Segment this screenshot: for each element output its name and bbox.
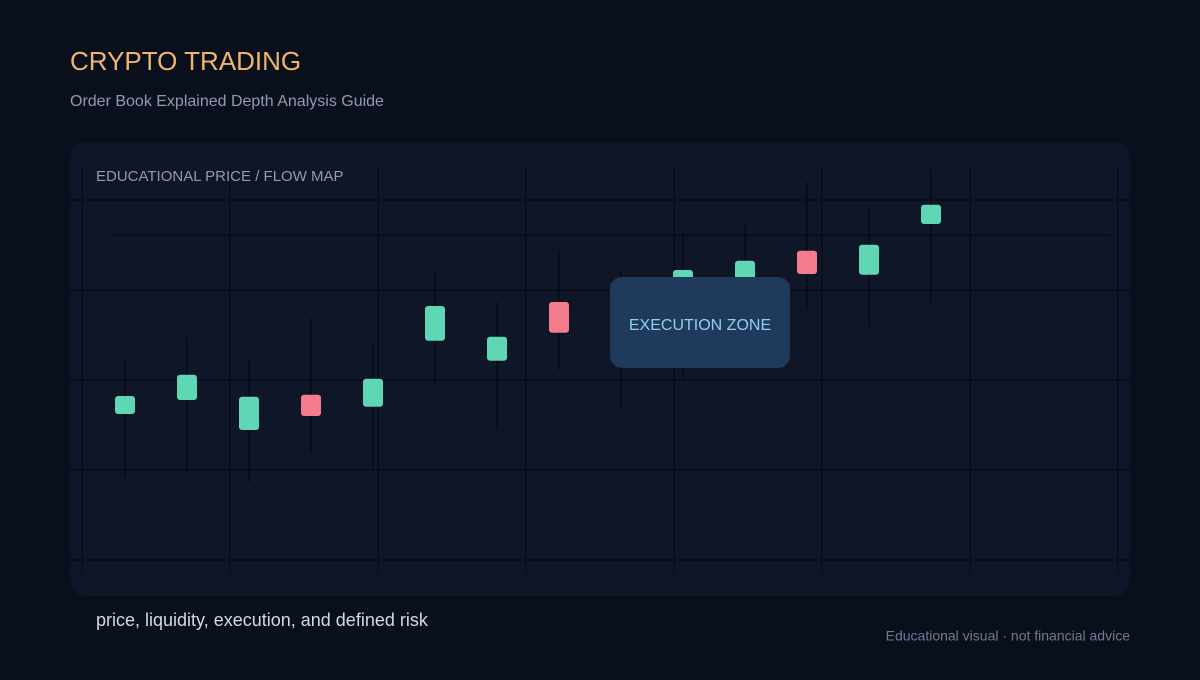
grid [70, 168, 1130, 572]
execution-zone [610, 277, 790, 368]
caption: price, liquidity, execution, and defined… [96, 610, 429, 630]
panel [70, 142, 1130, 596]
chart-title: CRYPTO TRADING [70, 46, 301, 76]
annotation: EXECUTION ZONE [629, 317, 771, 334]
candle-body [177, 374, 197, 400]
candle-body [797, 250, 817, 274]
footnote: Educational visual · not financial advic… [886, 628, 1131, 644]
candle-body [549, 302, 569, 333]
candle-body [239, 396, 259, 430]
candle-body [115, 396, 135, 414]
candle-body [301, 394, 321, 416]
subtitle: Order Book Explained Depth Analysis Guid… [70, 93, 384, 110]
panel-label: EDUCATIONAL PRICE / FLOW MAP [96, 168, 344, 185]
candle-body [921, 204, 941, 224]
candle-body [487, 336, 507, 361]
candle-body [425, 306, 445, 341]
candle-body [363, 378, 383, 407]
candle-body [859, 244, 879, 275]
